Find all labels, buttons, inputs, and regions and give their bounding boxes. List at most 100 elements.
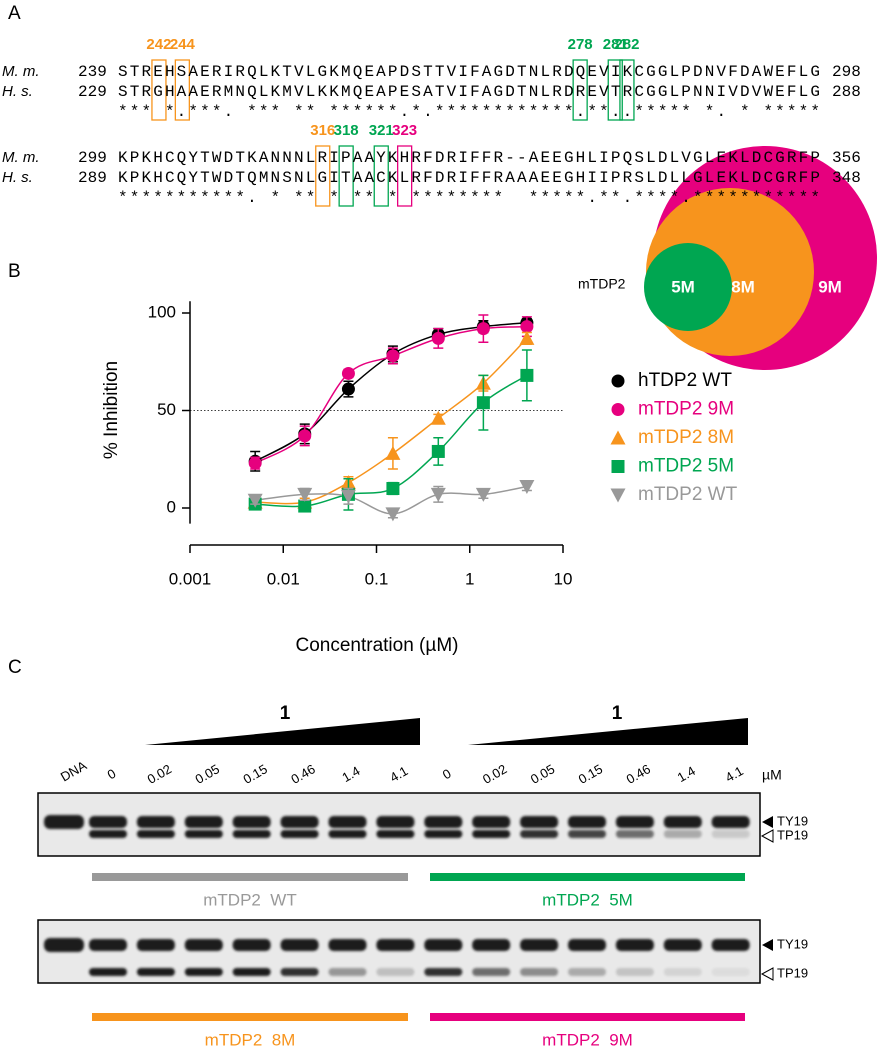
data-point — [298, 429, 312, 443]
group-label: mTDP2 8M — [205, 1030, 296, 1049]
band — [280, 830, 319, 838]
band — [711, 939, 750, 951]
residue-box — [373, 145, 389, 207]
lane-label: 0.15 — [576, 761, 605, 787]
band — [184, 830, 223, 838]
band — [568, 968, 606, 976]
band — [89, 830, 127, 838]
band — [44, 815, 84, 829]
band — [89, 968, 127, 976]
band — [232, 968, 271, 976]
consensus: *** *.***. *** ** ******.*.************.… — [118, 103, 820, 121]
data-point — [341, 382, 355, 396]
data-point — [475, 487, 491, 502]
circle-5m — [644, 243, 732, 331]
band — [663, 830, 702, 838]
band — [520, 830, 559, 838]
data-point — [386, 482, 400, 495]
data-point — [520, 368, 534, 382]
lane-label: 1.4 — [339, 763, 362, 785]
concentration-wedge — [468, 718, 748, 745]
data-point — [519, 480, 535, 495]
lane-label: 1.4 — [675, 763, 698, 785]
data-point — [341, 366, 355, 380]
x-tick-label: 0.01 — [267, 569, 300, 588]
start-number: 229 — [78, 83, 107, 101]
compound-label: 1 — [280, 703, 291, 724]
band-marker — [762, 816, 773, 828]
band — [472, 939, 511, 951]
band — [615, 830, 654, 838]
data-point — [431, 444, 445, 458]
band — [136, 816, 175, 828]
band — [711, 830, 750, 838]
band — [615, 939, 654, 951]
start-number: 239 — [78, 63, 107, 81]
band — [136, 939, 175, 951]
data-point — [430, 487, 446, 502]
band — [663, 816, 702, 828]
data-point — [476, 396, 490, 410]
band — [568, 816, 606, 828]
group-bar — [430, 873, 745, 881]
end-number: 288 — [832, 83, 861, 101]
band-marker — [760, 967, 774, 981]
band — [89, 939, 127, 951]
data-point — [519, 330, 535, 345]
data-point — [385, 445, 401, 460]
legend-label: mTDP2 WT — [638, 484, 738, 505]
band — [44, 938, 84, 952]
residue-box — [396, 145, 413, 207]
data-point — [430, 410, 446, 425]
band — [89, 816, 127, 828]
band — [424, 816, 463, 828]
band — [520, 816, 559, 828]
group-bar — [92, 1013, 408, 1021]
band — [280, 939, 319, 951]
band — [136, 830, 175, 838]
lane-label: 0.46 — [288, 761, 317, 787]
band — [472, 968, 511, 976]
end-number: 298 — [832, 63, 861, 81]
band-label: TY19 — [777, 813, 808, 828]
band — [424, 939, 463, 951]
band — [136, 968, 175, 976]
lane-label: 0.05 — [528, 761, 557, 787]
band-marker — [762, 939, 773, 951]
data-point — [431, 331, 445, 345]
band — [568, 939, 606, 951]
data-point — [520, 320, 534, 334]
group-label: mTDP2 WT — [203, 890, 297, 909]
species: M. m. — [2, 149, 40, 166]
inset-title: mTDP2 — [578, 276, 626, 292]
sequence: STREHSAERIRQLKTVLGKMQEAPDSTTVIFAGDTNLRDQ… — [118, 63, 820, 81]
legend-swatch — [611, 460, 625, 473]
inset-label: 9M — [818, 277, 842, 296]
x-tick-label: 0.001 — [169, 569, 212, 588]
residue-box — [338, 145, 354, 207]
band — [424, 830, 463, 838]
inset-label: 5M — [671, 277, 695, 296]
legend-swatch — [611, 403, 625, 416]
unit-label: µM — [762, 767, 782, 783]
lane-label: 0 — [440, 766, 454, 783]
band — [184, 939, 223, 951]
data-point — [297, 487, 313, 502]
species: H. s. — [2, 169, 33, 186]
band — [520, 968, 559, 976]
residue-number: 282 — [614, 36, 639, 53]
residue-number: 318 — [334, 122, 359, 139]
legend-swatch — [611, 374, 625, 388]
band-label: TP19 — [777, 965, 808, 980]
band — [232, 939, 271, 951]
band — [232, 816, 271, 828]
band — [328, 939, 367, 951]
band — [663, 939, 702, 951]
concentration-wedge — [145, 718, 420, 745]
species: M. m. — [2, 63, 40, 80]
legend-label: mTDP2 5M — [638, 456, 734, 477]
band — [376, 968, 415, 976]
band-label: TP19 — [777, 827, 808, 842]
band — [328, 830, 367, 838]
residue-number: 281 — [603, 36, 628, 53]
